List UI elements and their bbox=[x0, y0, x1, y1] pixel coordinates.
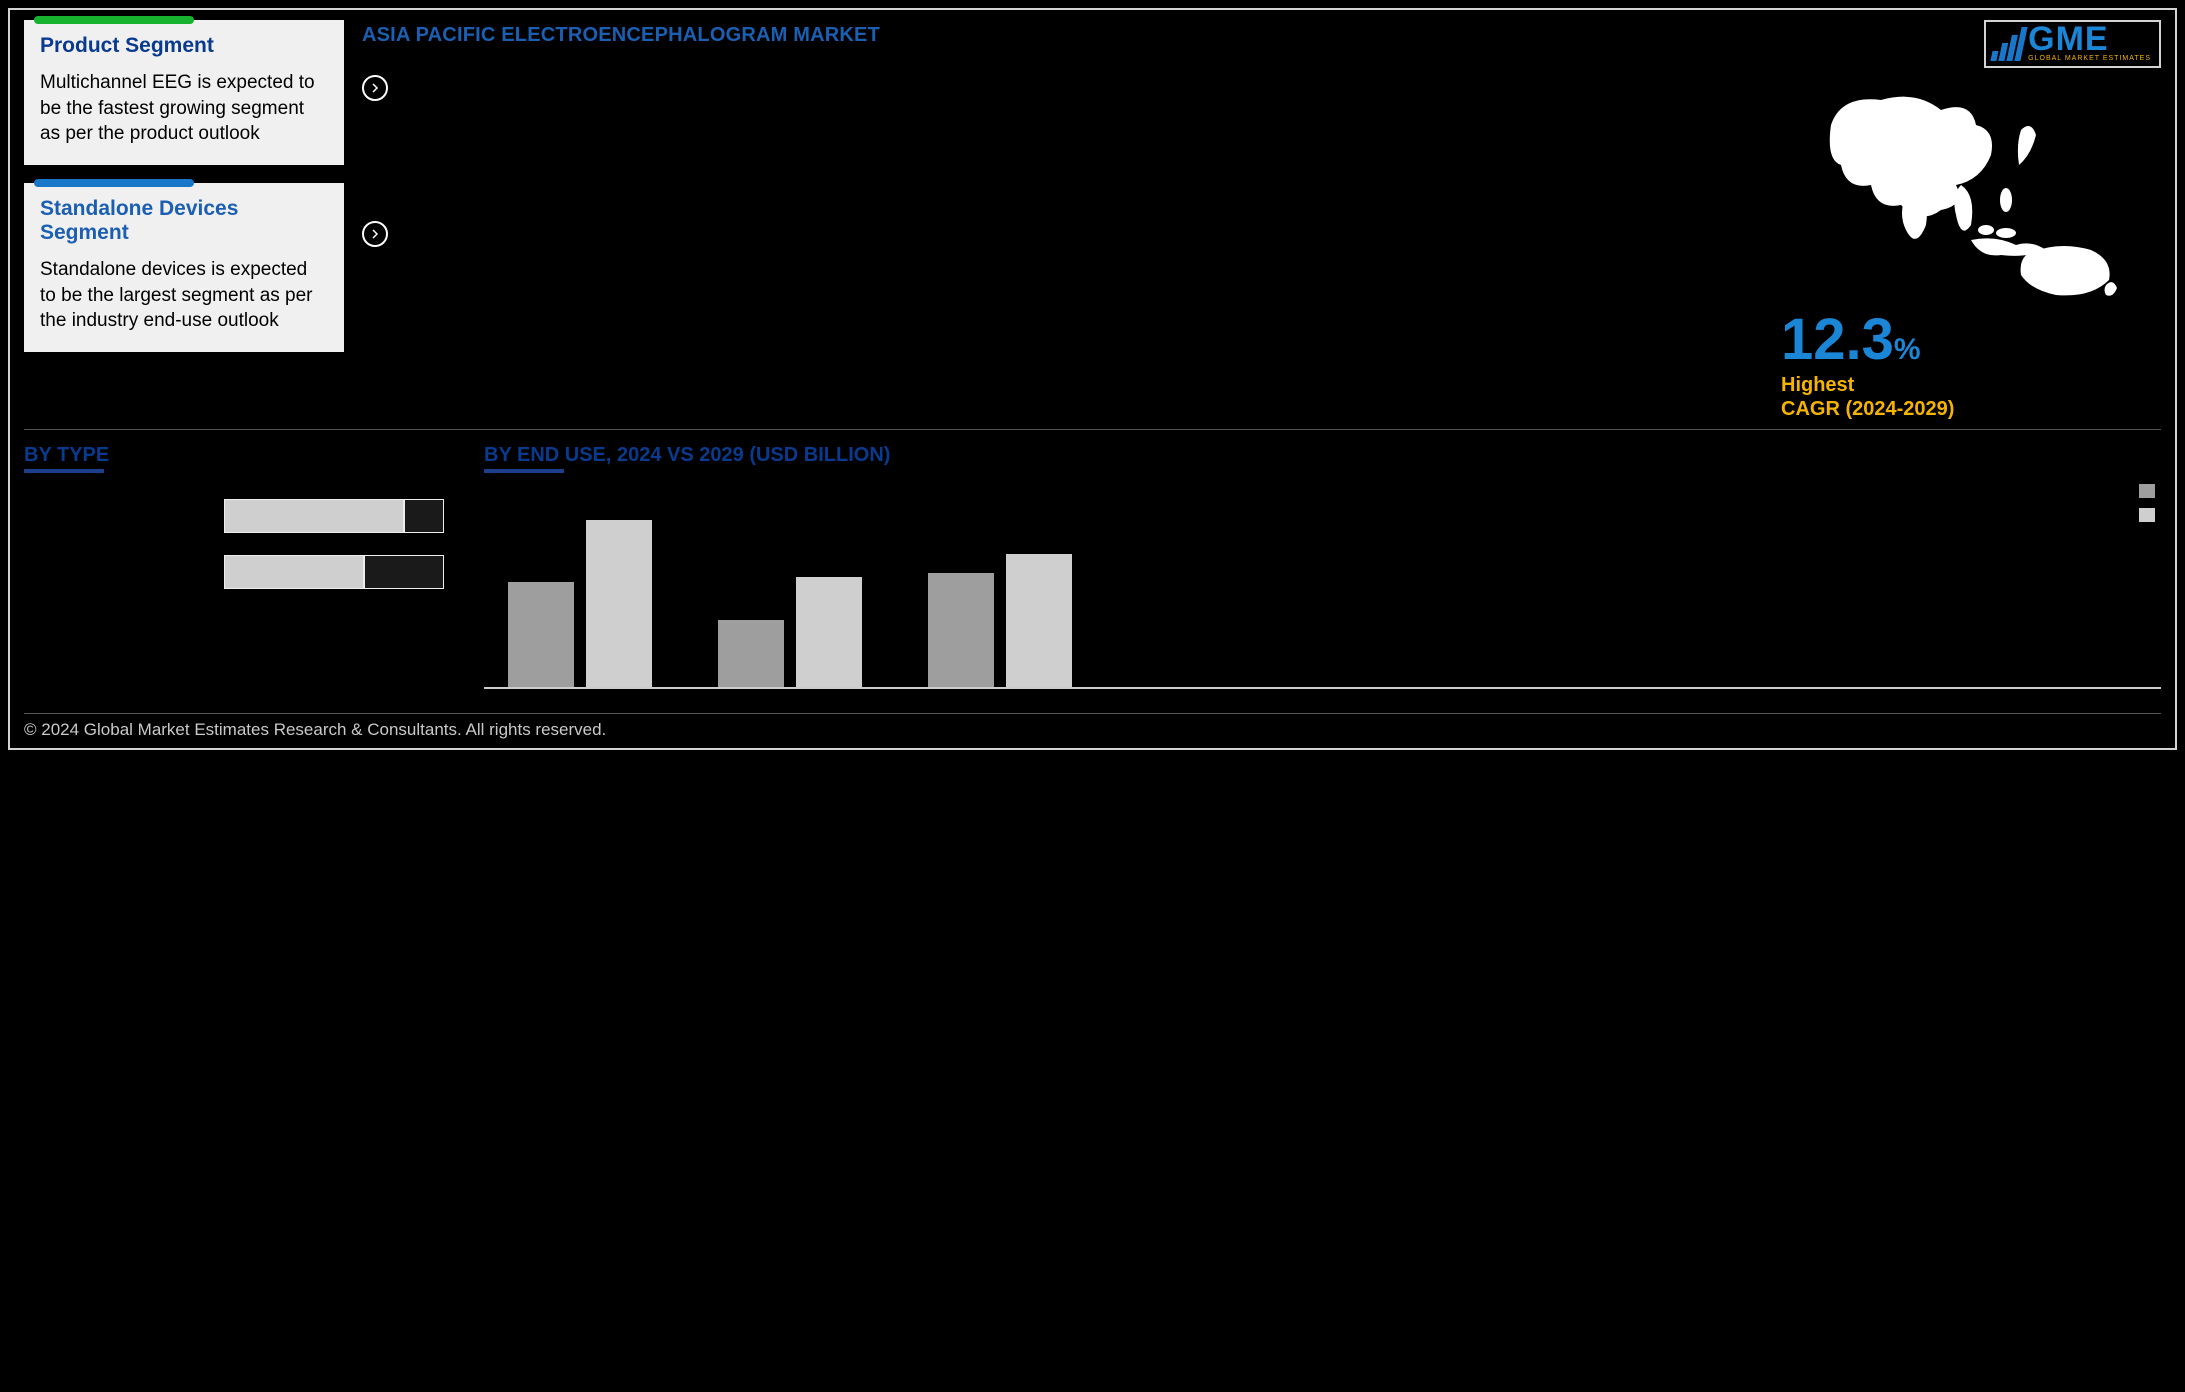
cagr-label-line1: Highest bbox=[1781, 374, 1854, 396]
copyright: © 2024 Global Market Estimates Research … bbox=[24, 713, 2161, 742]
logo-subtext: GLOBAL MARKET ESTIMATES bbox=[2028, 55, 2151, 62]
center-column: ASIA PACIFIC ELECTROENCEPHALOGRAM MARKET bbox=[362, 20, 1763, 421]
bar-group bbox=[718, 577, 868, 687]
main-title: ASIA PACIFIC ELECTROENCEPHALOGRAM MARKET bbox=[362, 24, 1763, 47]
cagr-number: 12.3 bbox=[1781, 307, 1894, 372]
bar-group bbox=[928, 554, 1078, 687]
hbar-track bbox=[224, 555, 444, 589]
card-product-segment: Product Segment Multichannel EEG is expe… bbox=[24, 20, 344, 165]
cagr-label: Highest CAGR (2024-2029) bbox=[1781, 373, 2161, 421]
bar-2024 bbox=[928, 573, 994, 687]
bar-2029 bbox=[1006, 554, 1072, 687]
cagr-block: 12.3% Highest CAGR (2024-2029) bbox=[1781, 306, 2161, 421]
asia-pacific-map-icon bbox=[1781, 90, 2161, 300]
bar-2029 bbox=[586, 520, 652, 687]
card-accent bbox=[34, 179, 194, 187]
infographic-frame: Product Segment Multichannel EEG is expe… bbox=[8, 8, 2177, 750]
bottom-row: BY TYPE BY END USE, 2024 VS 2029 (USD BI… bbox=[24, 430, 2161, 707]
vertical-bar-chart bbox=[484, 499, 2161, 689]
hbar-seg-dark bbox=[404, 499, 444, 533]
hbar-track bbox=[224, 499, 444, 533]
logo-text-block: GME GLOBAL MARKET ESTIMATES bbox=[2028, 26, 2151, 62]
section-title: BY END USE, 2024 VS 2029 (USD BILLION) bbox=[484, 444, 890, 471]
bar-group bbox=[508, 520, 658, 687]
card-body: Multichannel EEG is expected to be the f… bbox=[40, 70, 328, 147]
segment-cards-column: Product Segment Multichannel EEG is expe… bbox=[24, 20, 344, 421]
card-standalone-segment: Standalone Devices Segment Standalone de… bbox=[24, 183, 344, 352]
hbar-seg-light bbox=[224, 555, 364, 589]
hbar-row bbox=[24, 555, 444, 589]
logo-bars-icon bbox=[1991, 27, 2028, 61]
card-accent bbox=[34, 16, 194, 24]
x-axis-labels bbox=[484, 689, 2161, 697]
hbar-row bbox=[24, 499, 444, 533]
by-enduse-section: BY END USE, 2024 VS 2029 (USD BILLION) bbox=[484, 444, 2161, 697]
arrow-right-icon bbox=[362, 75, 388, 101]
cagr-percent: % bbox=[1894, 333, 1921, 366]
card-title: Standalone Devices Segment bbox=[40, 197, 328, 245]
gme-logo: GME GLOBAL MARKET ESTIMATES bbox=[1984, 20, 2161, 68]
bullet-row bbox=[362, 75, 1763, 101]
bar-2029 bbox=[796, 577, 862, 687]
card-body: Standalone devices is expected to be the… bbox=[40, 257, 328, 334]
bar-2024 bbox=[508, 582, 574, 687]
right-column: GME GLOBAL MARKET ESTIMATES bbox=[1781, 20, 2161, 421]
top-row: Product Segment Multichannel EEG is expe… bbox=[24, 20, 2161, 430]
by-type-section: BY TYPE bbox=[24, 444, 444, 697]
cagr-label-line2: CAGR (2024-2029) bbox=[1781, 398, 1954, 420]
legend-item bbox=[2139, 484, 2161, 498]
section-title: BY TYPE bbox=[24, 444, 109, 471]
cagr-value-row: 12.3% bbox=[1781, 306, 2161, 373]
bar-2024 bbox=[718, 620, 784, 687]
hbar-seg-light bbox=[224, 499, 404, 533]
legend-swatch bbox=[2139, 484, 2155, 498]
card-title: Product Segment bbox=[40, 34, 328, 58]
bullet-row bbox=[362, 221, 1763, 247]
logo-text: GME bbox=[2028, 20, 2108, 58]
arrow-right-icon bbox=[362, 221, 388, 247]
hbar-seg-dark bbox=[364, 555, 444, 589]
